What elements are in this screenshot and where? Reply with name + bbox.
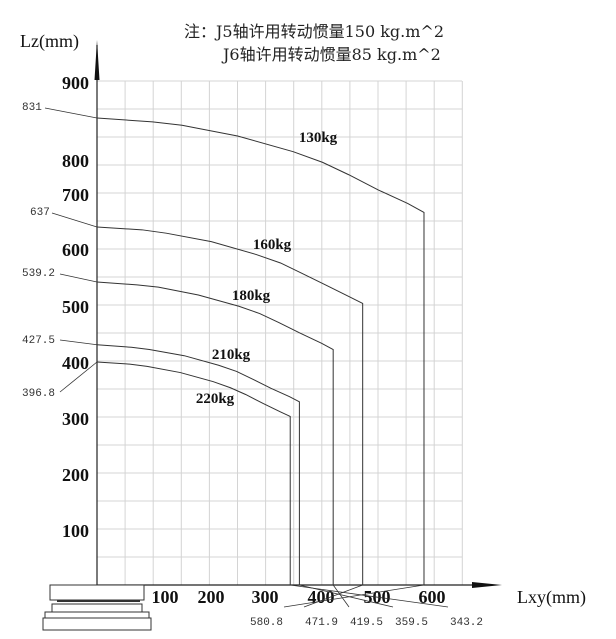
- annotation-leader-line: [59, 339, 98, 346]
- start-height-annotation: 396.8: [22, 388, 55, 400]
- robot-flange-icon: [42, 617, 152, 631]
- annotation-leader-line: [303, 584, 363, 608]
- note-j5: 注：J5轴许用转动惯量150 kg.m^2: [184, 22, 445, 41]
- reach-annotation: 580.8: [250, 617, 283, 629]
- x-tick-label: 200: [198, 587, 225, 607]
- series-label: 130kg: [299, 130, 338, 146]
- y-tick-label: 300: [62, 409, 89, 429]
- annotation-leader-line: [44, 107, 98, 119]
- y-tick-label: 600: [62, 240, 89, 260]
- robot-flange-icon: [44, 611, 150, 619]
- y-axis-arrow-icon: [94, 40, 100, 80]
- start-height-annotation: 427.5: [22, 335, 55, 347]
- series-line-160kg: [96, 226, 364, 585]
- series-label: 220kg: [196, 391, 235, 407]
- reach-annotation: 419.5: [350, 617, 383, 629]
- robot-flange-icon: [51, 603, 143, 613]
- series-line-180kg: [96, 281, 334, 585]
- start-height-annotation: 637: [30, 207, 50, 219]
- annotation-leader-line: [290, 584, 449, 608]
- y-tick-label: 700: [62, 185, 89, 205]
- y-tick-label: 800: [62, 151, 89, 171]
- annotation-leader-line: [59, 273, 98, 283]
- x-tick-label: 100: [152, 587, 179, 607]
- series-label: 180kg: [232, 288, 271, 304]
- series-label: 210kg: [212, 347, 251, 363]
- reach-annotation: 359.5: [395, 617, 428, 629]
- series-label: 160kg: [253, 237, 292, 253]
- series-line-220kg: [96, 361, 291, 585]
- y-tick-label: 100: [62, 521, 89, 541]
- series-line-130kg: [96, 117, 425, 585]
- annotation-leader-line: [283, 584, 425, 608]
- y-axis-label: Lz(mm): [20, 31, 79, 52]
- reach-annotation: 343.2: [450, 617, 483, 629]
- x-tick-label: 600: [419, 587, 446, 607]
- reach-annotation: 471.9: [305, 617, 338, 629]
- annotation-leader-line: [51, 212, 98, 228]
- x-tick-label: 300: [252, 587, 279, 607]
- y-tick-label: 900: [62, 73, 89, 93]
- start-height-annotation: 831: [22, 102, 42, 114]
- start-height-annotation: 539.2: [22, 268, 55, 280]
- x-axis-arrow-icon: [472, 582, 502, 588]
- annotation-leader-line: [332, 584, 350, 608]
- series-line-210kg: [96, 344, 300, 585]
- y-tick-label: 500: [62, 297, 89, 317]
- note-j6: J6轴许用转动惯量85 kg.m^2: [223, 45, 441, 64]
- y-tick-label: 400: [62, 353, 89, 373]
- robot-flange-icon: [49, 584, 145, 601]
- y-tick-label: 200: [62, 465, 89, 485]
- annotation-leader-line: [59, 361, 98, 393]
- x-axis-label: Lxy(mm): [517, 587, 586, 608]
